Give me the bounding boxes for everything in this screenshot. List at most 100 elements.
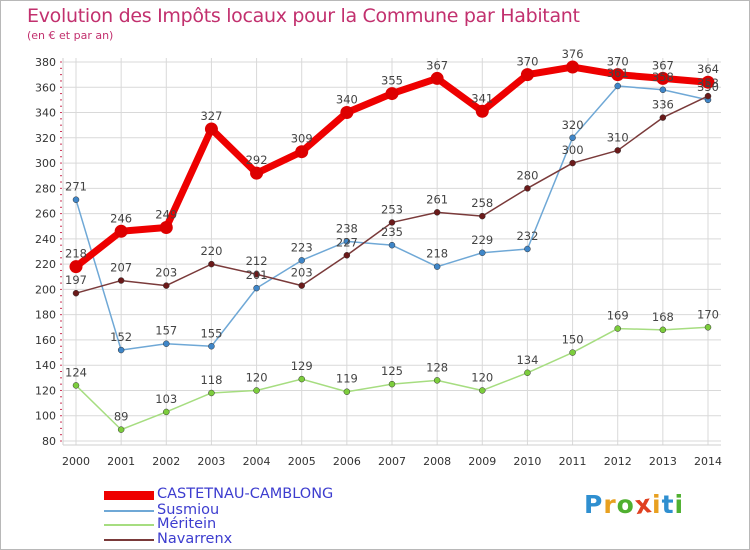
data-point-castetnau-camblong-2009 [475,104,489,118]
logo-letter: o [616,490,635,519]
x-tick-label-2000: 2000 [62,455,90,468]
x-tick-label-2003: 2003 [197,455,225,468]
data-point-m-ritein-2005 [298,375,305,383]
data-label-castetnau-camblong-2012: 370 [607,55,629,69]
data-point-susmiou-2001 [117,346,125,354]
data-point-navarrenx-2003 [208,260,215,268]
data-label-susmiou-2003: 155 [200,326,222,340]
y-tick-label-280: 280 [35,182,56,195]
data-point-susmiou-2005 [298,257,305,264]
legend-label-susmiou: Susmiou [157,502,220,518]
data-label-m-ritein-2003: 118 [200,373,222,387]
data-label-castetnau-camblong-2008: 367 [426,58,448,72]
data-point-navarrenx-2010 [524,185,531,192]
data-label-susmiou-2011: 320 [562,118,584,132]
data-label-navarrenx-2013: 336 [652,98,674,112]
data-point-m-ritein-2010 [524,369,531,377]
data-label-m-ritein-2009: 120 [471,370,493,384]
data-point-castetnau-camblong-2000 [69,260,83,274]
data-label-susmiou-2000: 271 [65,180,87,194]
x-tick-label-2001: 2001 [107,455,135,468]
data-label-castetnau-camblong-2005: 309 [291,132,313,146]
y-tick-label-380: 380 [35,56,56,69]
data-point-navarrenx-2013 [659,114,667,121]
data-label-m-ritein-2008: 128 [426,360,448,374]
data-point-m-ritein-2001 [117,426,125,433]
data-point-castetnau-camblong-2002 [159,220,173,234]
logo-letter: i [674,490,685,519]
y-tick-label-300: 300 [35,157,56,170]
y-tick-label-260: 260 [35,208,56,221]
data-label-castetnau-camblong-2006: 340 [336,93,358,107]
data-label-m-ritein-2013: 168 [652,310,674,324]
x-tick-label-2014: 2014 [694,455,722,468]
data-label-susmiou-2004: 201 [246,268,268,282]
data-label-castetnau-camblong-2002: 249 [155,207,177,221]
data-point-castetnau-camblong-2007 [385,87,399,101]
data-label-navarrenx-2007: 253 [381,202,403,216]
data-label-m-ritein-2004: 120 [246,370,268,384]
data-point-m-ritein-2014 [704,324,712,331]
data-point-susmiou-2011 [569,134,576,142]
data-point-navarrenx-2011 [569,159,576,167]
data-label-susmiou-2008: 218 [426,247,448,261]
data-label-castetnau-camblong-2007: 355 [381,74,403,88]
data-point-susmiou-2012 [614,82,621,90]
legend-swatch-navarrenx [104,539,154,541]
logo-letter: P [584,490,604,519]
data-point-m-ritein-2002 [163,408,170,416]
data-label-castetnau-camblong-2001: 246 [110,211,132,225]
chart-title: Evolution des Impôts locaux pour la Comm… [27,5,580,27]
data-point-m-ritein-2004 [253,387,260,394]
x-tick-label-2012: 2012 [604,455,632,468]
data-point-m-ritein-2008 [433,377,441,384]
data-point-navarrenx-2014 [704,92,712,100]
y-tick-label-200: 200 [35,283,56,296]
data-point-m-ritein-2009 [479,387,486,394]
data-point-castetnau-camblong-2008 [430,71,444,85]
proxiti-logo: Proxiti [584,488,685,521]
x-tick-label-2013: 2013 [649,455,677,468]
data-label-susmiou-2012: 361 [607,66,629,80]
data-point-navarrenx-2002 [163,282,170,289]
x-tick-label-2008: 2008 [423,455,451,468]
x-tick-label-2009: 2009 [468,455,496,468]
data-label-susmiou-2014: 350 [697,80,719,94]
data-point-m-ritein-2003 [208,389,215,397]
data-point-navarrenx-2007 [388,219,396,226]
data-point-susmiou-2006 [343,238,351,245]
data-point-castetnau-camblong-2003 [204,122,218,136]
data-point-castetnau-camblong-2004 [250,166,264,180]
data-point-castetnau-camblong-2013 [656,71,670,85]
chart-subtitle: (en € et par an) [27,29,114,42]
data-point-m-ritein-2007 [388,380,396,388]
data-label-navarrenx-2014: 353 [697,76,719,90]
data-label-m-ritein-2000: 124 [65,365,87,379]
y-tick-label-100: 100 [35,410,56,423]
data-label-navarrenx-2002: 203 [155,266,177,280]
y-tick-label-240: 240 [35,233,56,246]
data-point-navarrenx-2004 [253,270,260,278]
data-label-navarrenx-2012: 310 [607,130,629,144]
y-tick-label-140: 140 [35,359,56,372]
data-label-m-ritein-2002: 103 [155,392,177,406]
data-point-castetnau-camblong-2010 [520,68,534,82]
y-tick-label-180: 180 [35,309,56,322]
logo-letter: t [661,490,675,519]
data-point-susmiou-2009 [479,249,486,257]
data-point-castetnau-camblong-2006 [340,106,354,120]
data-point-m-ritein-2012 [614,325,621,332]
data-label-navarrenx-2001: 207 [110,261,132,275]
data-point-susmiou-2013 [659,86,667,94]
data-label-susmiou-2005: 223 [291,240,313,254]
data-label-navarrenx-2008: 261 [426,192,448,206]
data-label-navarrenx-2000: 197 [65,273,87,287]
data-point-susmiou-2007 [388,241,396,249]
data-point-castetnau-camblong-2005 [295,145,309,159]
x-tick-label-2005: 2005 [288,455,316,468]
data-label-susmiou-2013: 358 [652,70,674,84]
logo-letter: x [632,488,654,521]
data-point-navarrenx-2001 [117,277,125,284]
data-label-castetnau-camblong-2003: 327 [200,109,222,123]
